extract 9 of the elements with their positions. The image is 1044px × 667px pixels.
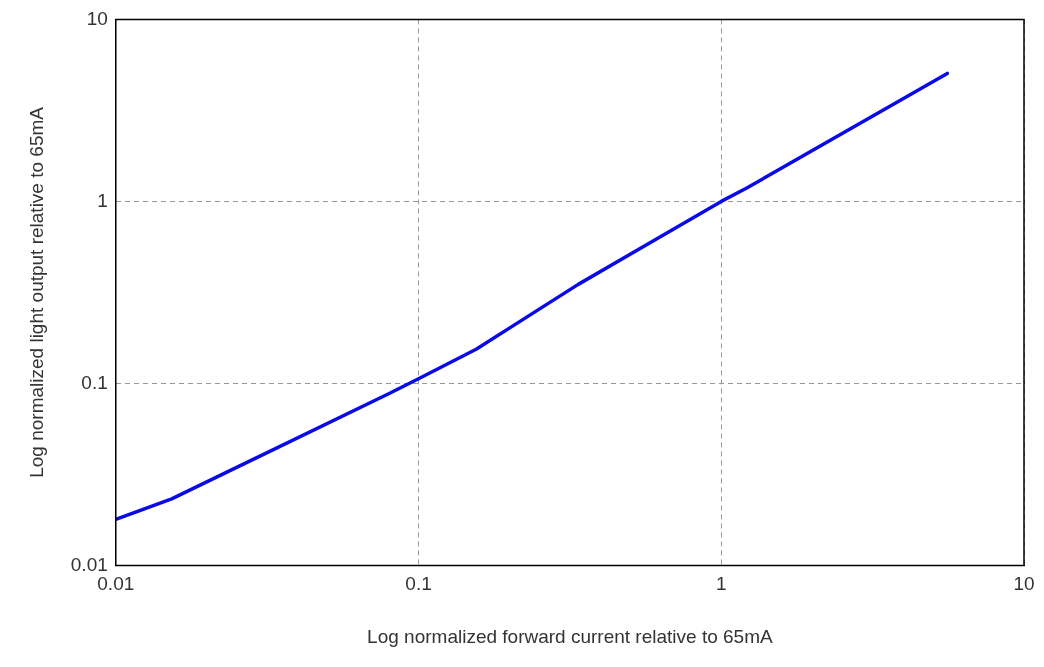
y-axis-title: Log normalized light output relative to 65mA — [25, 106, 47, 478]
y-tick-label: 0.01 — [70, 553, 108, 575]
x-tick-label: 1 — [715, 573, 727, 595]
x-tick-label: 10 — [1013, 573, 1035, 595]
x-axis-title: Log normalized forward current relative to 65mA — [367, 625, 773, 647]
y-tick-label: 0.1 — [81, 371, 108, 393]
y-tick-label: 1 — [97, 189, 108, 211]
x-tick-label: 0.1 — [405, 573, 432, 595]
y-tick-label: 10 — [86, 7, 108, 29]
